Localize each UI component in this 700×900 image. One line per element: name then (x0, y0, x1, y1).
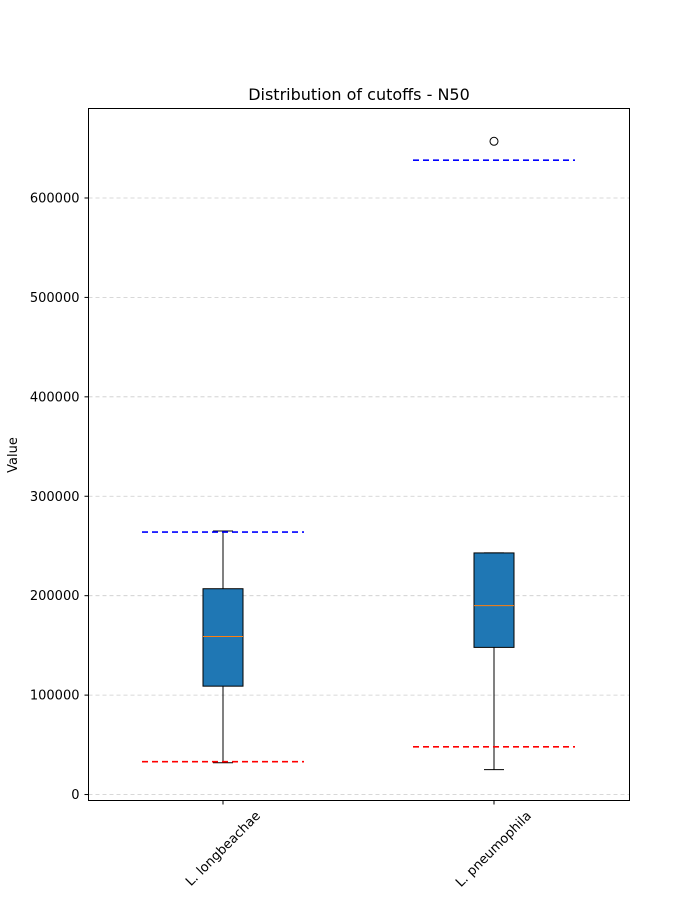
chart-title: Distribution of cutoffs - N50 (248, 85, 470, 104)
y-axis-ticks: 0 100000 200000 300000 400000 500000 600000 (30, 191, 89, 803)
box (473, 552, 515, 648)
y-tick-label: 200000 (30, 589, 80, 604)
x-tick-label: L. longbeachae (183, 809, 264, 890)
x-tick-label: L. pneumophila (453, 809, 535, 891)
y-tick-label: 500000 (30, 291, 80, 306)
y-axis-label: Value (6, 437, 21, 473)
grid-lines (88, 197, 630, 795)
y-tick-label: 400000 (30, 390, 80, 405)
y-tick-label: 300000 (30, 490, 80, 505)
box (202, 588, 244, 687)
y-tick-label: 600000 (30, 191, 80, 206)
x-axis-ticks: L. longbeachae L. pneumophila (183, 800, 535, 891)
outlier-point (489, 136, 499, 146)
plot-frame (88, 108, 630, 801)
y-tick-label: 100000 (30, 689, 80, 704)
plot-marks (142, 136, 575, 771)
y-tick-label: 0 (71, 788, 79, 803)
